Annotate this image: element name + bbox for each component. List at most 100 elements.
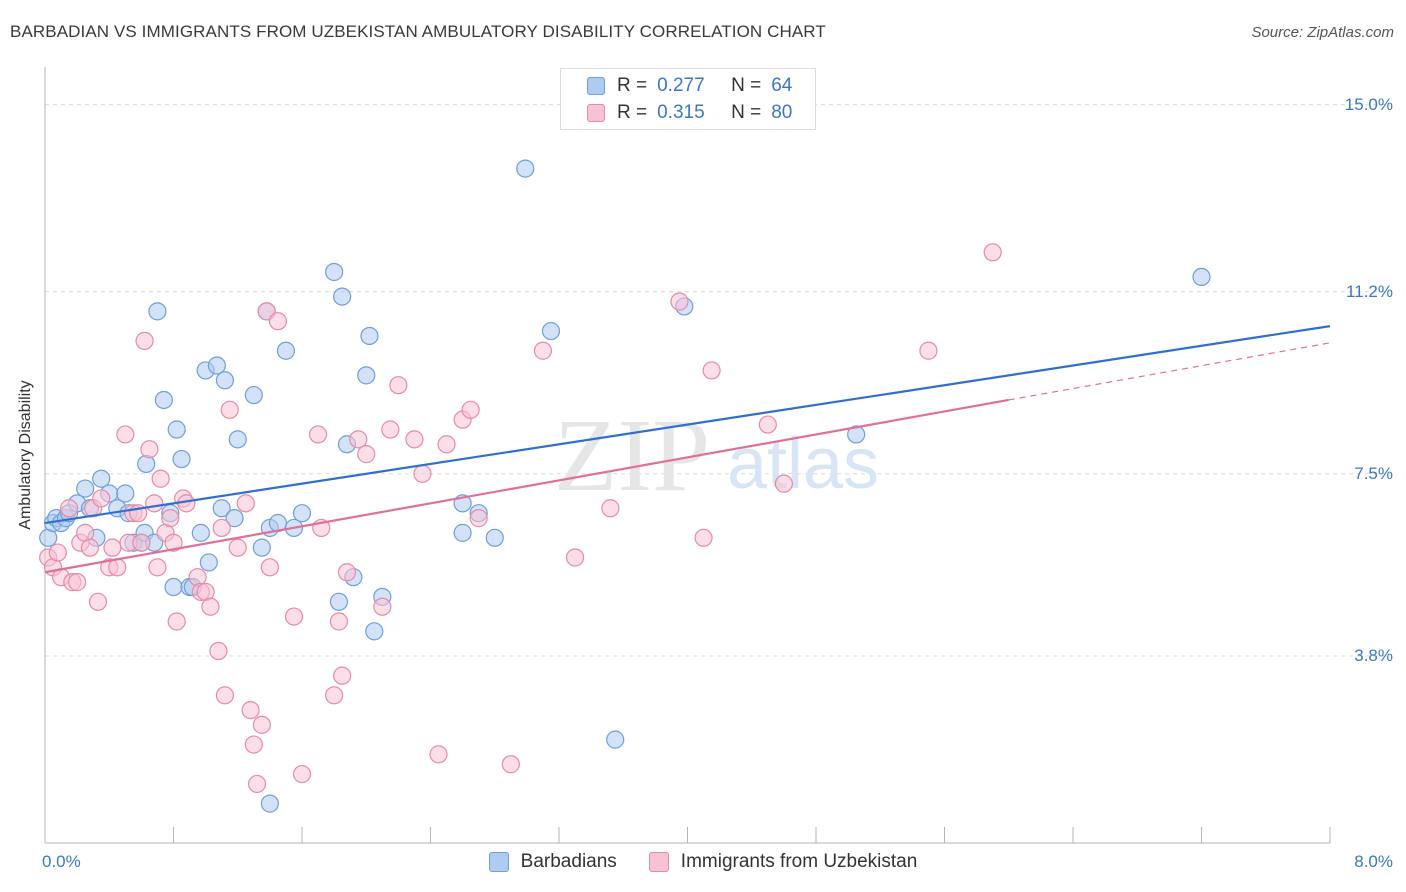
uzbekistan-point [325, 686, 344, 705]
barbadian-point [329, 592, 349, 611]
y-tick-label: 11.2% [1346, 281, 1393, 301]
uzbekistan-point [413, 464, 432, 483]
r-label: R = [617, 75, 648, 96]
uzbekistan-point [88, 592, 108, 611]
barbadian-point [252, 538, 271, 557]
pink-swatch [648, 852, 669, 872]
barbadian-point [365, 622, 384, 641]
n-value: 64 [771, 75, 793, 96]
legend-label: Immigrants from Uzbekistan [680, 851, 918, 872]
data-points [39, 159, 1211, 813]
uzbekistan-point [329, 612, 349, 631]
legend-row-uzbekistan: R = 0.315 N = 80 [587, 100, 792, 126]
n-value: 80 [771, 102, 793, 123]
uzbekistan-point [68, 573, 87, 592]
uzbekistan-point [292, 764, 312, 784]
barbadian-point [360, 326, 379, 346]
uzbekistan-point [405, 430, 424, 449]
barbadian-point [137, 454, 156, 474]
uzbekistan-point [429, 745, 448, 764]
source-label: Source: ZipAtlas.com [1251, 24, 1394, 41]
uzbekistan-point [533, 341, 553, 360]
uzbekistan-point [151, 469, 170, 488]
barbadian-point [164, 577, 183, 597]
barbadian-point [847, 425, 866, 444]
barbadian-point [76, 479, 95, 498]
barbadian-point [485, 528, 504, 547]
series-legend: Barbadians Immigrants from Uzbekistan [0, 851, 1406, 873]
uzbekistan-point [260, 558, 279, 577]
uzbekistan-point [501, 755, 520, 774]
uzbekistan-point [268, 312, 288, 331]
n-label: N = [731, 102, 762, 123]
uzbekistan-point [241, 700, 260, 720]
barbadian-point [260, 794, 279, 813]
barbadian-point [199, 553, 218, 572]
uzbekistan-point [758, 415, 777, 434]
y-tick-label: 7.5% [1354, 463, 1393, 483]
barbadian-point [244, 385, 263, 405]
uzbekistan-point [919, 341, 938, 360]
barbadian-point [148, 302, 167, 321]
r-value: 0.315 [657, 102, 705, 123]
uzbekistan-point [92, 489, 111, 508]
uzbekistan-point [220, 400, 239, 419]
uzbekistan-point [140, 440, 159, 459]
barbadian-point [92, 469, 111, 488]
uzbekistan-point [694, 528, 713, 547]
axes [44, 67, 1331, 844]
barbadian-point [167, 420, 186, 439]
uzbekistan-point [357, 445, 376, 464]
y-tick-label: 15.0% [1344, 94, 1393, 114]
barbadian-point [541, 321, 561, 341]
uzbekistan-point [983, 243, 1002, 262]
y-tick-label: 3.8% [1354, 645, 1393, 665]
uzbekistan-point [389, 376, 408, 395]
barbadian-point [191, 523, 210, 542]
watermark-zip: ZIP [554, 398, 710, 513]
uzbekistan-point [308, 425, 328, 444]
uzbekistan-trend-line [44, 398, 1009, 574]
barbadian-point [357, 366, 376, 385]
barbadian-point [116, 484, 135, 503]
barbadian-point [453, 523, 472, 542]
uzbekistan-point [148, 558, 167, 577]
correlation-legend: R = 0.277 N = 64 R = 0.315 N = 80 [560, 68, 816, 130]
uzbekistan-point [215, 686, 234, 705]
uzbekistan-point [437, 435, 456, 454]
barbadian-point [333, 287, 352, 306]
uzbekistan-point [236, 494, 255, 513]
uzbekistan-point [201, 597, 220, 616]
barbadian-point [325, 262, 344, 282]
uzbekistan-point [161, 509, 180, 528]
uzbekistan-point [135, 331, 154, 350]
uzbekistan-point [209, 641, 228, 661]
uzbekistan-point [670, 292, 689, 311]
uzbekistan-point [145, 494, 164, 513]
uzbekistan-point [469, 509, 488, 528]
barbadian-point [172, 449, 191, 469]
trend-lines [44, 325, 1331, 574]
watermark: ZIP atlas [554, 398, 879, 513]
barbadian-point [228, 430, 247, 449]
barbadian-point [215, 371, 234, 390]
barbadian-point [516, 159, 535, 178]
uzbekistan-point [59, 499, 79, 518]
uzbekistan-point [349, 430, 368, 449]
barbadian-point [154, 390, 173, 410]
uzbekistan-point [601, 499, 620, 518]
uzbekistan-point [337, 563, 357, 582]
pink-swatch [587, 104, 605, 122]
blue-swatch [488, 852, 509, 872]
legend-row-barbadians: R = 0.277 N = 64 [587, 73, 792, 99]
uzbekistan-point [247, 774, 267, 794]
uzbekistan-point [167, 612, 186, 631]
barbadian-trend-line [44, 325, 1331, 525]
uzbekistan-point [48, 543, 67, 562]
uzbekistan-point [116, 425, 135, 444]
r-value: 0.277 [657, 75, 705, 96]
barbadian-point [207, 356, 226, 375]
barbadian-point [212, 499, 231, 518]
uzbekistan-point [381, 420, 400, 439]
